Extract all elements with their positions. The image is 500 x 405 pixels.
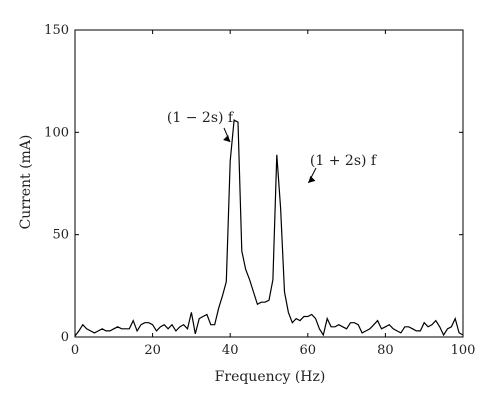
y-tick-label: 100: [44, 125, 69, 140]
ticks: 0 20 40 60 80 100 0 50 100 150: [44, 23, 475, 358]
x-tick-label: 100: [451, 343, 476, 358]
y-tick-label: 150: [44, 23, 69, 38]
x-tick-label: 80: [377, 343, 394, 358]
plot-area: [74, 119, 464, 337]
x-tick-label: 20: [144, 343, 161, 358]
annotation-label: (1 − 2s) f: [167, 110, 235, 126]
y-axis-title: Current (mA): [18, 135, 34, 230]
series-line: [74, 119, 464, 337]
x-tick-label: 0: [71, 343, 79, 358]
annotation-arrowhead: [223, 135, 231, 143]
y-tick-label: 0: [61, 330, 69, 345]
axes-frame: [74, 29, 464, 338]
annotation-label: (1 + 2s) f: [310, 153, 378, 169]
axes: [74, 29, 464, 338]
x-axis-title: Frequency (Hz): [215, 369, 326, 385]
annotation-arrowhead: [308, 175, 316, 183]
x-tick-label: 40: [222, 343, 239, 358]
annotations: (1 − 2s) f (1 + 2s) f: [167, 110, 378, 184]
y-tick-label: 50: [52, 228, 69, 243]
x-tick-label: 60: [300, 343, 317, 358]
